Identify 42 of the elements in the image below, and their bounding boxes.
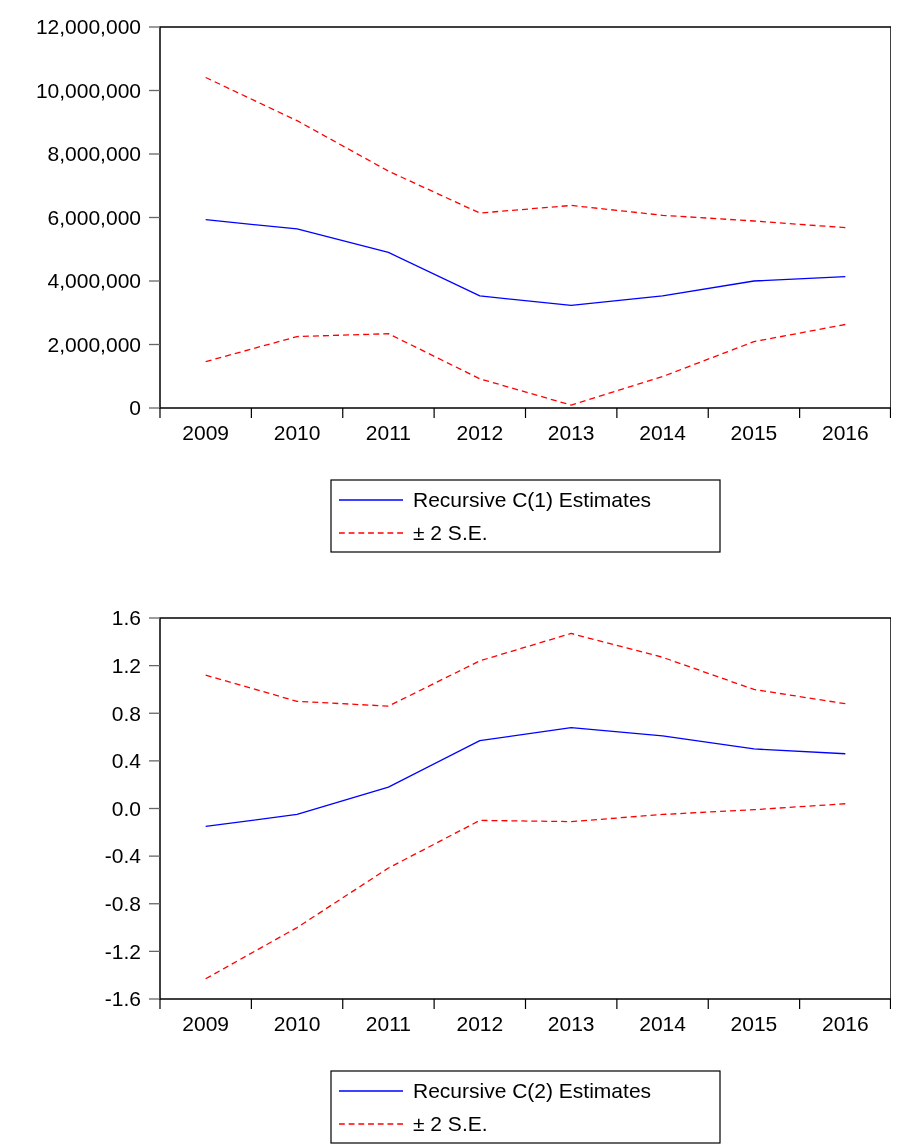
line-series: [205, 76, 846, 229]
y-tick-label: 10,000,000: [35, 78, 141, 102]
legend-label: ± 2 S.E.: [413, 521, 488, 545]
line-series: [205, 726, 846, 828]
y-tick-label: 0: [129, 396, 141, 420]
x-tick-label: 2011: [365, 1012, 412, 1035]
x-tick-label: 2012: [456, 421, 504, 444]
x-tick-label: 2014: [639, 421, 687, 444]
x-tick-label: 2016: [821, 1012, 869, 1035]
x-tick-label: 2014: [639, 1012, 687, 1035]
x-tick-label: 2015: [730, 1012, 778, 1035]
y-tick-label: 12,000,000: [35, 15, 141, 39]
x-tick-label: 2011: [365, 421, 412, 444]
y-tick-label: -0.8: [104, 892, 141, 916]
legend-label: Recursive C(1) Estimates: [413, 488, 652, 512]
line-series: [205, 219, 846, 307]
x-tick-label: 2016: [821, 421, 869, 444]
y-tick-label: 1.2: [111, 653, 141, 677]
y-tick-label: 6,000,000: [47, 205, 141, 229]
line-series: [205, 323, 846, 406]
y-tick-label: -1.6: [104, 987, 141, 1011]
x-tick-label: 2009: [182, 421, 230, 444]
legend-label: Recursive C(2) Estimates: [413, 1079, 652, 1103]
y-tick-label: 1.6: [111, 606, 141, 630]
y-tick-label: 0.8: [111, 701, 141, 725]
x-tick-label: 2010: [273, 1012, 321, 1035]
line-series: [205, 632, 846, 707]
y-tick-label: 0.0: [111, 796, 141, 820]
x-tick-label: 2013: [547, 421, 595, 444]
x-tick-label: 2010: [273, 421, 321, 444]
y-tick-label: 4,000,000: [47, 269, 141, 293]
line-series: [205, 803, 846, 980]
x-tick-label: 2013: [547, 1012, 595, 1035]
x-tick-label: 2009: [182, 1012, 230, 1035]
y-tick-label: -1.2: [104, 939, 141, 963]
legend-label: ± 2 S.E.: [413, 1112, 488, 1136]
y-tick-label: -0.4: [104, 844, 142, 868]
x-tick-label: 2012: [456, 1012, 504, 1035]
y-tick-label: 8,000,000: [47, 142, 141, 166]
y-tick-label: 2,000,000: [47, 332, 141, 356]
y-tick-label: 0.4: [111, 749, 142, 773]
x-tick-label: 2015: [730, 421, 778, 444]
